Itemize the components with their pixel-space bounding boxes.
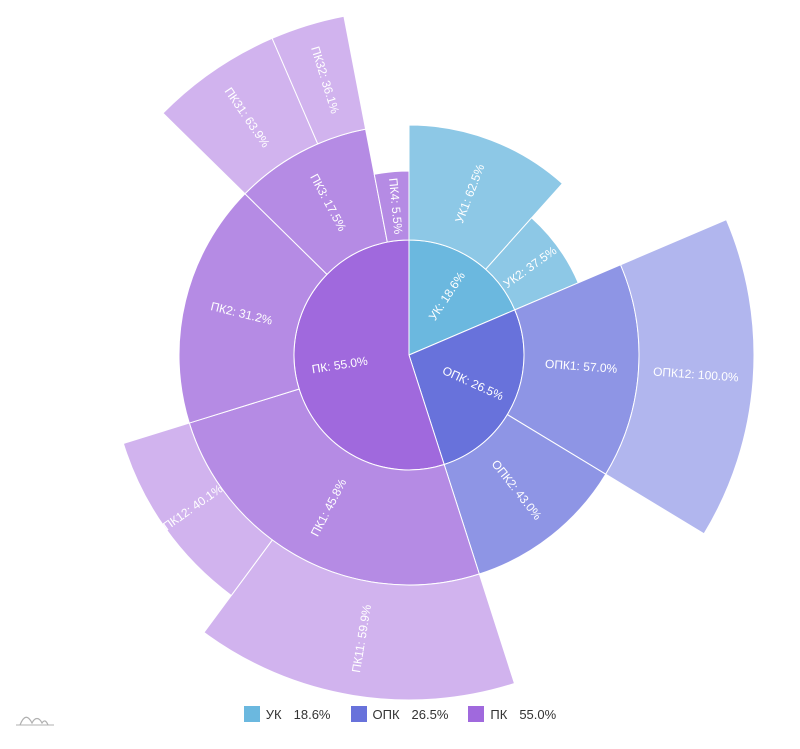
legend-item-uk[interactable]: УК 18.6% <box>243 706 331 722</box>
legend: УК 18.6% ОПК 26.5% ПК 55.0% <box>0 703 800 725</box>
legend-value-uk: 18.6% <box>293 706 331 722</box>
legend-swatch-uk <box>243 706 260 722</box>
segment-label-opk1: ОПК1: 57.0% <box>545 357 618 376</box>
segment-pk12[interactable] <box>122 422 274 597</box>
segment-opk12[interactable] <box>605 218 755 535</box>
segment-pk4[interactable] <box>373 170 410 243</box>
segment-uk1[interactable] <box>408 124 564 270</box>
chart-logo-icon <box>16 716 54 726</box>
legend-item-pk[interactable]: ПК 55.0% <box>468 706 556 722</box>
legend-value-opk: 26.5% <box>411 706 449 722</box>
legend-label-opk: ОПК <box>372 706 400 722</box>
segment-pk11[interactable] <box>203 539 516 700</box>
legend-value-pk: 55.0% <box>519 706 557 722</box>
legend-label-pk: ПК <box>490 706 508 722</box>
segment-pk2[interactable] <box>178 193 328 424</box>
segment-pk32[interactable] <box>271 15 367 145</box>
legend-swatch-opk <box>350 706 367 722</box>
segment-label-pk4: ПК4: 5.5% <box>386 177 405 235</box>
segment-label-opk12: ОПК12: 100.0% <box>653 364 740 384</box>
legend-item-opk[interactable]: ОПК 26.5% <box>350 706 449 722</box>
sunburst-chart: УК: 18.6%УК1: 62.5%УК2: 37.5%ОПК: 26.5% О… <box>122 15 755 700</box>
legend-label-uk: УК <box>265 706 282 722</box>
legend-swatch-pk <box>468 706 485 722</box>
